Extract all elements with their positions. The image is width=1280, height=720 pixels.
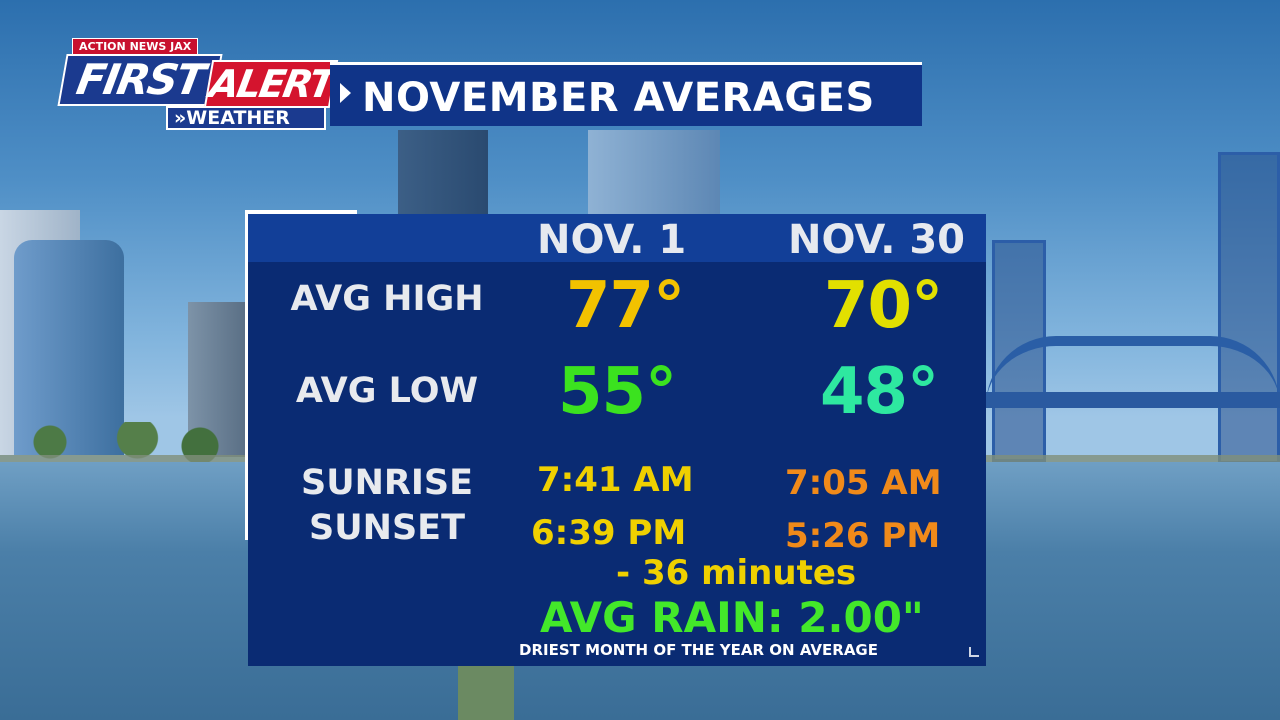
- building: [398, 130, 488, 215]
- frame-accent-line: [245, 210, 249, 540]
- column-header-bar: [248, 214, 986, 262]
- value-sunrise-nov30: 7:05 AM: [785, 463, 942, 503]
- column-header-nov1: NOV. 1: [537, 217, 687, 263]
- station-tag: ACTION NEWS JAX: [72, 38, 199, 56]
- label-avg-high: AVG HIGH: [290, 279, 484, 319]
- column-header-nov30: NOV. 30: [788, 217, 965, 263]
- bridge-tower: [1218, 152, 1280, 464]
- piling: [458, 665, 514, 720]
- value-avg-low-nov1: 55°: [558, 355, 677, 429]
- bridge-deck: [986, 392, 1280, 408]
- daylight-change: - 36 minutes: [616, 553, 857, 593]
- footnote: DRIEST MONTH OF THE YEAR ON AVERAGE: [519, 641, 878, 659]
- title-bar: NOVEMBER AVERAGES: [330, 62, 922, 126]
- value-sunset-nov1: 6:39 PM: [531, 513, 687, 553]
- logo-first-text: FIRST: [57, 54, 223, 106]
- logo-weather-text: »WEATHER: [166, 106, 326, 130]
- value-avg-high-nov1: 77°: [566, 269, 685, 343]
- corner-mark: [969, 647, 979, 657]
- averages-panel: [248, 214, 986, 666]
- frame-accent-line: [245, 210, 357, 214]
- building: [14, 240, 124, 455]
- label-sunrise: SUNRISE: [300, 463, 473, 503]
- avg-rain: AVG RAIN: 2.00": [540, 593, 924, 642]
- value-avg-high-nov30: 70°: [824, 269, 943, 343]
- first-alert-weather-logo: ACTION NEWS JAX FIRST ALERT »WEATHER: [57, 38, 339, 130]
- page-title: NOVEMBER AVERAGES: [362, 75, 875, 121]
- bridge-arch: [986, 336, 1280, 406]
- value-sunset-nov30: 5:26 PM: [785, 516, 941, 556]
- label-avg-low: AVG LOW: [295, 371, 479, 411]
- logo-alert-text: ALERT: [203, 60, 339, 108]
- data-area: [248, 262, 986, 666]
- building: [588, 130, 720, 215]
- value-sunrise-nov1: 7:41 AM: [537, 460, 694, 500]
- value-avg-low-nov30: 48°: [820, 355, 939, 429]
- label-sunset: SUNSET: [309, 508, 465, 548]
- chevron-right-icon: [340, 83, 351, 103]
